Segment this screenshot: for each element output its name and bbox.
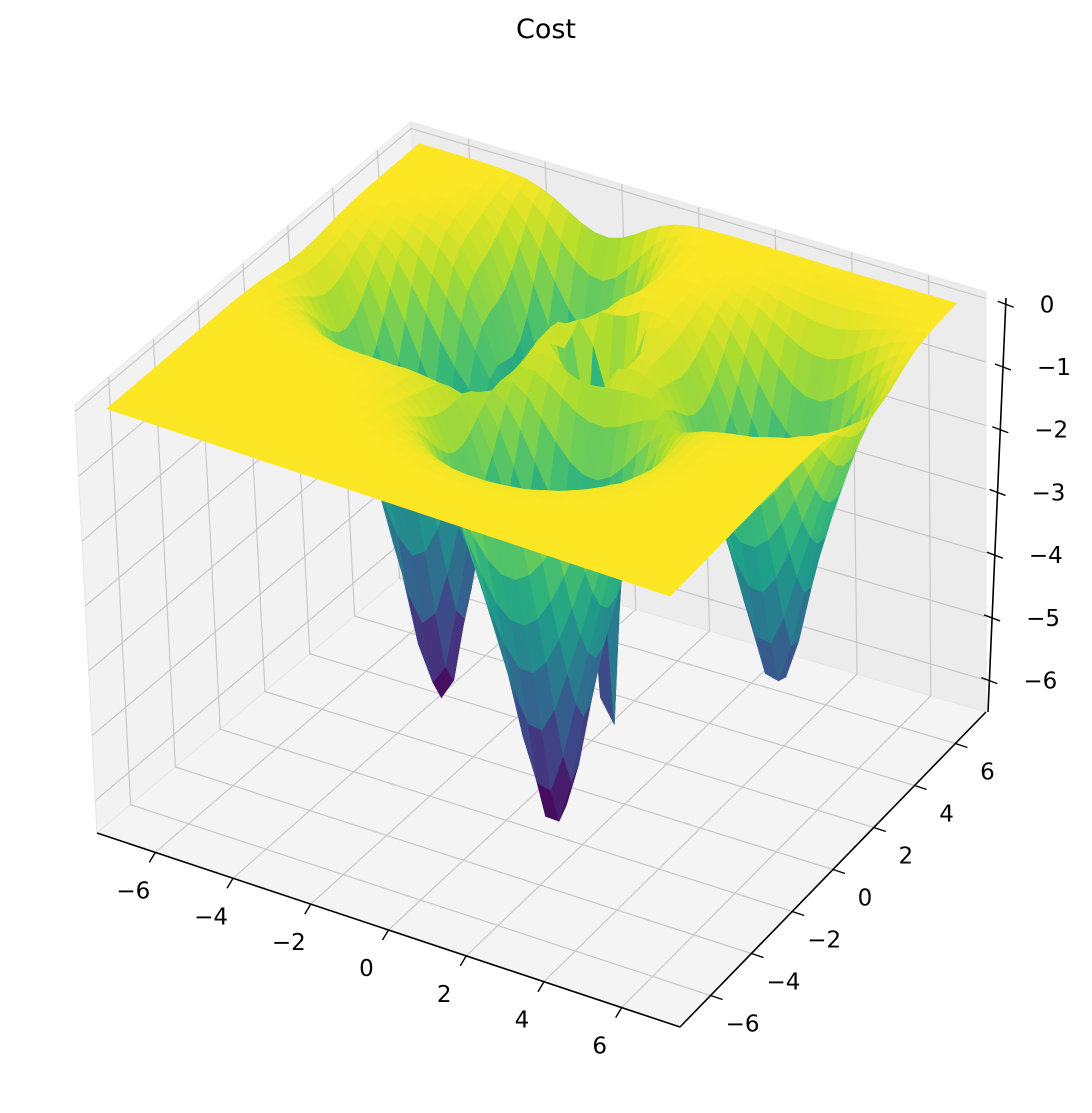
x-tick-label: −4 xyxy=(194,904,228,930)
x-tick-label: 2 xyxy=(437,982,452,1008)
z-tick-label: −4 xyxy=(1029,543,1063,569)
x-tick xyxy=(381,929,390,941)
y-tick xyxy=(873,826,887,833)
x-tick-label: 4 xyxy=(515,1008,530,1034)
z-tick-label: −2 xyxy=(1034,418,1068,444)
y-tick-label: 0 xyxy=(858,886,873,912)
y-tick-label: −6 xyxy=(726,1012,760,1038)
z-tick-label: −1 xyxy=(1037,355,1071,381)
x-tick xyxy=(148,852,156,863)
y-tick xyxy=(955,742,968,749)
y-gridline xyxy=(197,301,793,913)
z-axis-line xyxy=(987,297,1007,713)
surface xyxy=(106,143,958,823)
x-tick xyxy=(459,955,467,967)
x-tick-label: 6 xyxy=(592,1034,607,1060)
x-tick xyxy=(304,903,312,915)
x-tick xyxy=(615,1007,623,1018)
y-gridline xyxy=(152,338,752,955)
y-tick xyxy=(832,868,846,875)
z-tick xyxy=(989,488,1006,497)
y-tick-label: −4 xyxy=(766,970,800,996)
x-tick xyxy=(226,877,234,889)
surface-facet xyxy=(655,583,678,597)
y-tick-label: 2 xyxy=(898,844,913,870)
x-tick-label: 0 xyxy=(359,956,374,982)
z-tick xyxy=(986,551,1004,559)
z-tick-label: −6 xyxy=(1023,669,1057,695)
z-tick xyxy=(994,363,1012,371)
y-tick xyxy=(914,784,927,791)
y-tick-label: 4 xyxy=(939,802,954,828)
x-tick-label: −2 xyxy=(272,930,306,956)
z-tick-label: 0 xyxy=(1040,292,1055,318)
y-tick xyxy=(710,994,723,1001)
x-tick-label: −6 xyxy=(116,878,150,904)
x-tick xyxy=(537,981,545,993)
z-tick-label: −5 xyxy=(1026,606,1060,632)
z-tick xyxy=(981,676,998,685)
y-gridline xyxy=(108,376,711,997)
z-tick-label: −3 xyxy=(1032,480,1066,506)
x-gridline xyxy=(621,274,932,1009)
z-gridline xyxy=(74,127,987,412)
z-tick xyxy=(992,426,1009,434)
z-tick xyxy=(997,300,1014,308)
y-tick-label: −2 xyxy=(807,928,841,954)
z-tick xyxy=(983,614,1001,622)
y-tick-label: 6 xyxy=(980,760,995,786)
y-tick xyxy=(791,910,805,917)
y-tick xyxy=(751,952,764,959)
chart-title: Cost xyxy=(515,14,577,45)
